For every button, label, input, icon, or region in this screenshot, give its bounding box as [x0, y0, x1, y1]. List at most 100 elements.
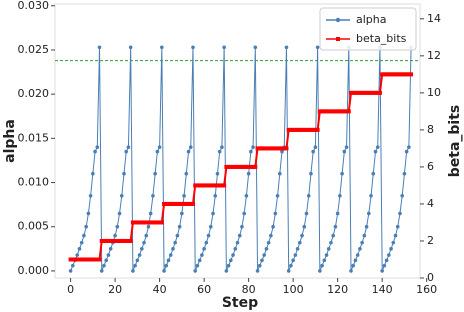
marker [82, 233, 86, 238]
marker [237, 233, 242, 238]
marker [288, 127, 293, 132]
legend-label: alpha [356, 13, 387, 26]
x-tick-label: 160 [416, 283, 437, 296]
y-tick-label: 0.020 [18, 87, 50, 100]
marker [108, 247, 113, 251]
marker [144, 220, 149, 225]
x-tick-label: 40 [153, 283, 167, 296]
marker [200, 253, 204, 257]
marker [139, 220, 144, 225]
marker [168, 253, 173, 257]
marker [269, 233, 273, 238]
marker [117, 211, 122, 216]
y2-tick-label: 6 [427, 160, 434, 173]
marker [295, 247, 300, 251]
marker [91, 171, 95, 176]
marker [110, 238, 115, 243]
marker [355, 253, 360, 257]
marker [249, 149, 253, 154]
marker [137, 220, 142, 225]
marker [128, 45, 133, 50]
legend-marker [336, 37, 340, 41]
marker [206, 233, 211, 238]
marker [239, 164, 244, 169]
marker [177, 224, 182, 229]
marker [384, 72, 389, 77]
y-tick-label: 0.030 [18, 0, 50, 12]
marker [351, 263, 356, 268]
marker [95, 145, 100, 149]
y-tick-label: 0.000 [18, 264, 50, 277]
marker [324, 109, 329, 114]
marker [400, 194, 404, 198]
marker [115, 224, 120, 229]
marker [253, 45, 258, 50]
marker [246, 171, 251, 176]
marker [407, 145, 411, 149]
marker [148, 211, 153, 216]
marker [404, 72, 409, 77]
marker [353, 258, 358, 263]
marker [395, 72, 400, 77]
marker [173, 240, 177, 245]
marker [211, 183, 216, 188]
marker [142, 220, 147, 225]
marker [293, 253, 298, 257]
y2-tick-label: 12 [427, 49, 441, 62]
marker [251, 145, 255, 149]
marker [342, 149, 347, 154]
marker [153, 171, 157, 176]
marker [170, 201, 175, 206]
marker [313, 127, 318, 132]
marker [186, 201, 191, 206]
marker [228, 164, 233, 169]
marker [135, 258, 140, 263]
marker [286, 269, 291, 273]
y2-axis-title: beta_bits [447, 105, 463, 178]
marker [373, 90, 378, 95]
marker [366, 90, 371, 95]
marker [300, 127, 305, 132]
marker [302, 224, 307, 229]
marker [86, 211, 91, 216]
marker [106, 238, 111, 243]
y2-tick-label: 0 [427, 271, 434, 284]
marker [349, 90, 354, 95]
marker [186, 149, 191, 154]
marker [317, 109, 322, 114]
legend-marker [335, 17, 341, 23]
marker [182, 201, 187, 206]
marker [375, 90, 380, 95]
marker [275, 146, 280, 151]
marker [380, 269, 384, 273]
marker [277, 146, 282, 151]
marker [289, 263, 293, 268]
marker [233, 164, 238, 169]
marker [206, 183, 211, 188]
marker [104, 258, 108, 263]
marker [204, 240, 209, 245]
marker [130, 220, 135, 225]
marker [246, 164, 251, 169]
marker [384, 258, 389, 263]
marker [195, 263, 200, 268]
marker [402, 171, 407, 176]
marker [204, 183, 209, 188]
marker [406, 72, 411, 77]
marker [264, 247, 269, 251]
marker [369, 194, 373, 198]
marker [155, 149, 160, 154]
marker [255, 269, 260, 273]
marker [162, 269, 166, 273]
marker [153, 220, 158, 225]
marker [119, 194, 124, 198]
marker [360, 240, 364, 245]
marker [148, 220, 153, 225]
marker [402, 72, 407, 77]
marker [88, 194, 93, 198]
marker [293, 127, 298, 132]
marker [126, 145, 131, 149]
marker [331, 109, 336, 114]
marker [306, 127, 311, 132]
marker [77, 247, 82, 251]
